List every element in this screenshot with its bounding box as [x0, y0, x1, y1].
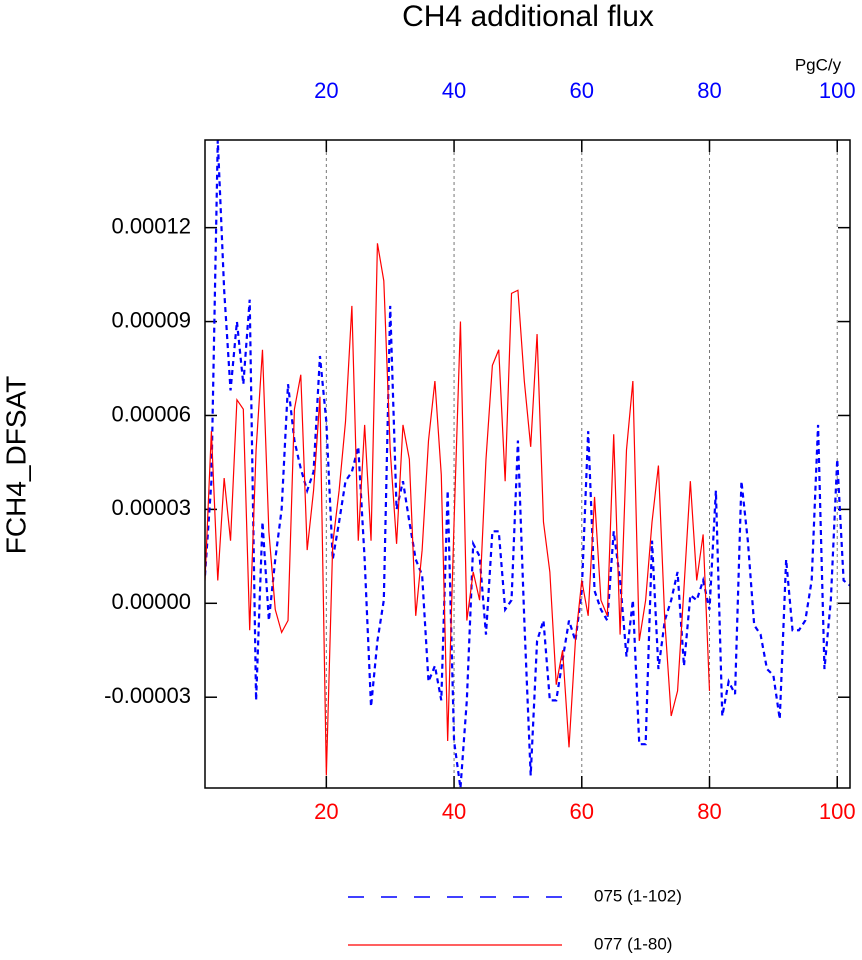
x2-axis-label: PgC/y: [795, 55, 842, 74]
plot-area: [205, 140, 850, 788]
x-tick-label: 60: [570, 799, 594, 824]
y-tick-label: 0.00006: [111, 401, 191, 426]
series-line: [205, 140, 850, 788]
x-tick-label: 40: [442, 799, 466, 824]
legend-label: 077 (1-80): [594, 934, 672, 953]
x2-tick-label: 40: [442, 78, 466, 103]
x2-tick-label: 80: [697, 78, 721, 103]
x-tick-label: 20: [314, 799, 338, 824]
chart-title: CH4 additional flux: [402, 0, 654, 33]
y-tick-label: -0.00003: [104, 683, 191, 708]
x-tick-label: 100: [819, 799, 856, 824]
x2-tick-label: 20: [314, 78, 338, 103]
series-line: [205, 243, 711, 776]
x2-tick-label: 100: [819, 78, 856, 103]
x2-tick-label: 60: [570, 78, 594, 103]
x-tick-label: 80: [697, 799, 721, 824]
y-tick-label: 0.00012: [111, 213, 191, 238]
y-axis-label: FCH4_DFSAT: [0, 376, 31, 554]
y-tick-label: 0.00003: [111, 495, 191, 520]
legend-label: 075 (1-102): [594, 886, 682, 905]
y-tick-label: 0.00009: [111, 307, 191, 332]
plot-frame: [204, 139, 851, 789]
y-tick-label: 0.00000: [111, 589, 191, 614]
